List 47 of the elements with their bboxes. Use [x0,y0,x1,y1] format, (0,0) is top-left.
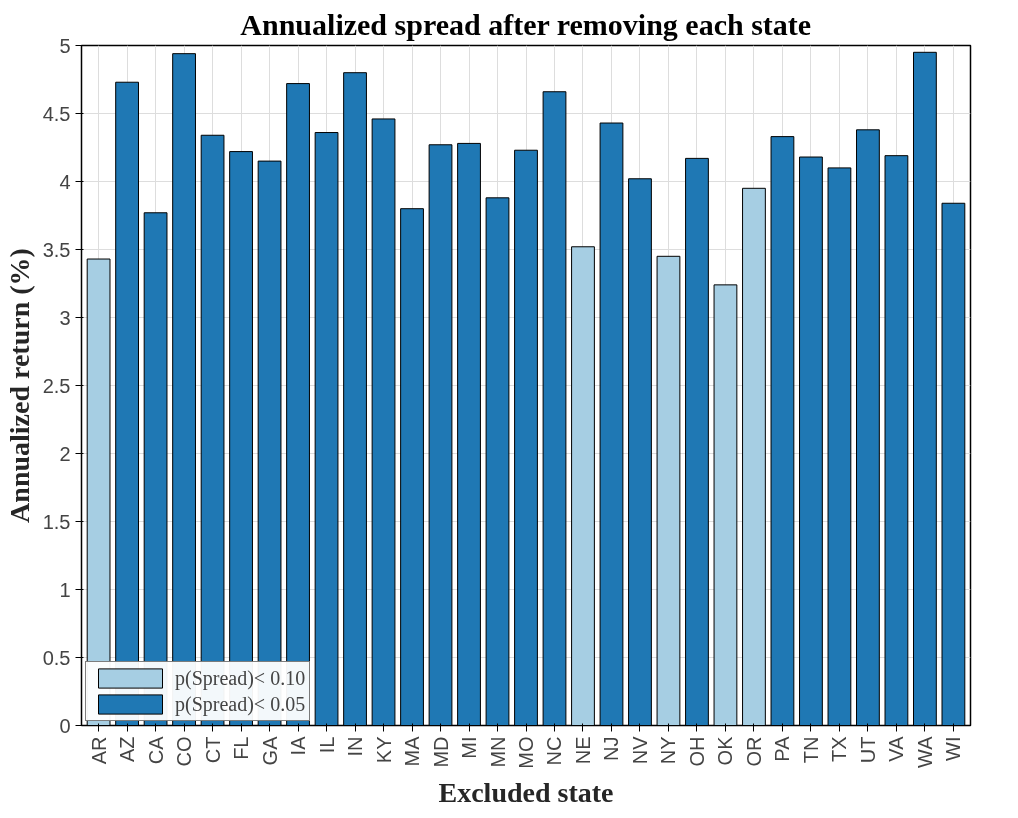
x-axis-title: Excluded state [438,776,614,808]
chart-title: Annualized spread after removing each state [240,7,812,41]
x-tick-label: NE [571,736,594,765]
x-tick-label: NC [543,736,566,766]
x-tick-label: TN [799,736,822,764]
x-tick-label: NV [628,735,651,765]
y-tick-label: 3.5 [42,238,71,261]
x-tick-label: MO [515,736,537,769]
x-tick-label: CA [144,735,167,765]
x-tick-label: WA [913,735,936,768]
x-tick-label: OR [742,736,765,767]
y-tick-label: 0.5 [42,646,71,669]
x-tick-label: NJ [600,736,623,761]
x-tick-label: MN [486,736,509,768]
x-tick-label: AR [87,736,110,765]
x-tick-label: IA [287,735,310,756]
x-tick-label: PA [771,735,794,762]
x-tick-label: CT [201,736,224,764]
x-tick-label: UT [856,736,879,764]
x-tick-label: KY [372,736,395,764]
x-tick-label: NY [657,736,680,765]
x-tick-label: CO [173,736,196,767]
x-tick-label: OK [714,735,737,766]
x-tick-label: OH [685,736,708,767]
x-tick-label: MD [429,736,452,768]
y-tick-label: 2.5 [42,374,71,397]
x-tick-label: IL [315,736,338,754]
y-tick-label: 1 [59,578,71,601]
y-tick-label: 0 [59,714,71,737]
y-tick-label: 4 [59,170,71,193]
y-tick-label: 3 [59,306,71,329]
x-tick-label: MA [401,735,424,767]
x-tick-label: VA [885,735,908,762]
y-tick-label: 5 [59,34,71,57]
x-tick-label: TX [828,736,851,763]
x-tick-label: WI [942,736,965,761]
legend-label: p(Spread)< 0.05 [175,692,306,716]
x-tick-label: GA [258,735,281,766]
legend-label: p(Spread)< 0.10 [175,666,306,690]
y-tick-label: 2 [59,442,71,465]
y-tick-label: 1.5 [42,510,71,533]
x-tick-label: IN [344,736,367,757]
x-tick-label: MI [458,736,481,759]
y-tick-label: 4.5 [42,102,71,125]
x-tick-label: AZ [116,736,139,763]
y-axis-title: Annualized return (%) [3,248,35,523]
x-tick-label: FL [230,736,253,760]
